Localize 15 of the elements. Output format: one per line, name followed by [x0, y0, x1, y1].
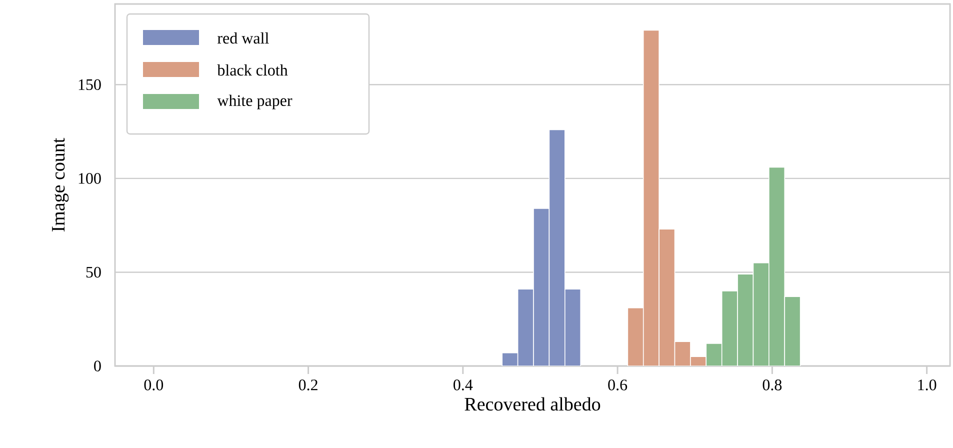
x-tick-label: 0.4: [454, 380, 473, 390]
legend-label: white paper: [217, 94, 292, 110]
y-axis-title: Image count: [52, 138, 69, 232]
legend-label: red wall: [218, 32, 269, 44]
y-tick-label: 100: [78, 173, 101, 184]
y-tick-label: 150: [78, 79, 101, 90]
x-tick-label: 0.0: [144, 380, 164, 390]
x-tick-label: 1.0: [918, 380, 936, 390]
x-tick-label: 0.8: [762, 380, 782, 390]
y-tick-label: 0: [94, 360, 101, 372]
x-tick-label: 0.6: [608, 380, 628, 390]
x-tick-label: 0.2: [298, 380, 318, 390]
y-tick-label: 50: [86, 266, 101, 278]
legend-label: black cloth: [217, 64, 288, 76]
x-axis-title: Recovered albedo: [464, 397, 600, 411]
